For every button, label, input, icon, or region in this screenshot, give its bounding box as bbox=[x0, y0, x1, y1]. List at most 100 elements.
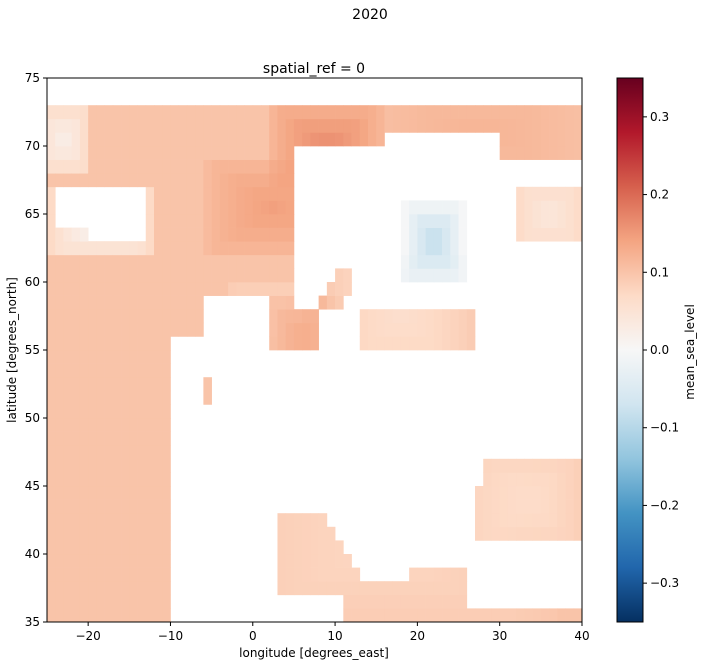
heatmap-cell bbox=[302, 526, 311, 541]
heatmap-cell bbox=[162, 526, 171, 541]
figure-suptitle: 2020 bbox=[352, 7, 388, 23]
heatmap-cell bbox=[211, 200, 221, 215]
heatmap-cell bbox=[162, 268, 171, 283]
heatmap-cell bbox=[55, 336, 64, 351]
heatmap-cell bbox=[499, 132, 509, 147]
heatmap-cell bbox=[236, 105, 245, 120]
heatmap-cell bbox=[326, 567, 336, 582]
heatmap-cell bbox=[277, 118, 287, 133]
heatmap-cell bbox=[433, 268, 443, 283]
heatmap-cell bbox=[573, 472, 582, 487]
heatmap-cell bbox=[145, 146, 155, 160]
heatmap-cell bbox=[228, 132, 237, 147]
heatmap-cell bbox=[170, 146, 180, 160]
heatmap-cell bbox=[310, 118, 319, 133]
heatmap-cell bbox=[557, 227, 566, 242]
heatmap-cell bbox=[269, 282, 278, 296]
heatmap-cell bbox=[285, 540, 295, 555]
heatmap-cell bbox=[195, 118, 204, 133]
heatmap-cell bbox=[121, 567, 130, 582]
heatmap-cell bbox=[236, 227, 245, 242]
heatmap-cell bbox=[162, 390, 171, 405]
heatmap-cell bbox=[475, 513, 484, 528]
heatmap-cell bbox=[137, 594, 147, 609]
heatmap-cell bbox=[121, 390, 130, 405]
heatmap-cell bbox=[458, 567, 468, 582]
heatmap-cell bbox=[499, 608, 509, 622]
heatmap-cell bbox=[96, 404, 105, 419]
heatmap-cell bbox=[285, 105, 295, 120]
heatmap-cell bbox=[236, 118, 245, 133]
heatmap-cell bbox=[154, 268, 163, 283]
heatmap-cell bbox=[137, 336, 147, 351]
heatmap-cell bbox=[269, 322, 278, 337]
heatmap-cell bbox=[88, 363, 97, 378]
heatmap-cell bbox=[79, 268, 89, 283]
heatmap-cell bbox=[71, 254, 81, 269]
heatmap-cell bbox=[400, 581, 410, 596]
heatmap-cell bbox=[112, 254, 122, 269]
heatmap-cell bbox=[228, 254, 237, 269]
heatmap-cell bbox=[277, 322, 287, 337]
heatmap-cell bbox=[154, 499, 163, 514]
heatmap-cell bbox=[351, 581, 361, 596]
heatmap-cell bbox=[129, 132, 138, 147]
heatmap-cell bbox=[186, 159, 196, 174]
heatmap-cell bbox=[335, 581, 344, 596]
heatmap-cell bbox=[71, 418, 81, 432]
heatmap-cell bbox=[565, 227, 575, 242]
heatmap-cell bbox=[154, 554, 163, 568]
heatmap-cell bbox=[162, 594, 171, 609]
heatmap-cell bbox=[565, 214, 575, 228]
heatmap-cell bbox=[47, 486, 56, 500]
heatmap-cell bbox=[351, 118, 361, 133]
heatmap-cell bbox=[170, 214, 180, 228]
heatmap-cell bbox=[228, 186, 237, 201]
heatmap-cell bbox=[71, 118, 81, 133]
heatmap-cell bbox=[137, 377, 147, 392]
heatmap-cell bbox=[71, 567, 81, 582]
heatmap-cell bbox=[499, 499, 509, 514]
heatmap-cell bbox=[162, 282, 171, 296]
heatmap-cell bbox=[63, 431, 73, 446]
heatmap-cell bbox=[154, 608, 163, 622]
heatmap-cell bbox=[499, 458, 509, 473]
heatmap-cell bbox=[47, 513, 56, 528]
heatmap-cell bbox=[47, 105, 56, 120]
colorbar-tick-label: 0.2 bbox=[650, 188, 669, 202]
heatmap-cell bbox=[71, 499, 81, 514]
heatmap-cell bbox=[261, 159, 270, 174]
heatmap-cell bbox=[228, 159, 237, 174]
heatmap-cell bbox=[557, 472, 566, 487]
heatmap-cell bbox=[475, 499, 484, 514]
heatmap-cell bbox=[409, 254, 418, 269]
heatmap-cell bbox=[195, 322, 204, 337]
heatmap-cell bbox=[318, 295, 328, 310]
heatmap-cell bbox=[516, 146, 525, 160]
heatmap-cell bbox=[433, 309, 443, 324]
heatmap-cell bbox=[343, 594, 352, 609]
heatmap-cell bbox=[433, 567, 443, 582]
heatmap-cell bbox=[285, 159, 295, 174]
heatmap-cell bbox=[170, 118, 180, 133]
heatmap-cell bbox=[79, 458, 89, 473]
heatmap-cell bbox=[178, 186, 188, 201]
heatmap-cell bbox=[55, 431, 64, 446]
heatmap-cell bbox=[79, 594, 89, 609]
heatmap-cell bbox=[129, 268, 138, 283]
heatmap-cell bbox=[71, 377, 81, 392]
heatmap-cell bbox=[252, 200, 262, 215]
heatmap-cell bbox=[79, 254, 89, 269]
heatmap-cell bbox=[55, 526, 64, 541]
heatmap-cell bbox=[71, 105, 81, 120]
heatmap-cell bbox=[145, 282, 155, 296]
heatmap-cell bbox=[433, 581, 443, 596]
heatmap-cell bbox=[121, 594, 130, 609]
heatmap-cell bbox=[211, 173, 221, 188]
heatmap-cell bbox=[417, 268, 426, 283]
heatmap-cell bbox=[549, 200, 558, 215]
heatmap-cell bbox=[236, 241, 245, 256]
heatmap-cell bbox=[137, 105, 147, 120]
heatmap-cell bbox=[458, 322, 468, 337]
heatmap-cell bbox=[88, 322, 97, 337]
